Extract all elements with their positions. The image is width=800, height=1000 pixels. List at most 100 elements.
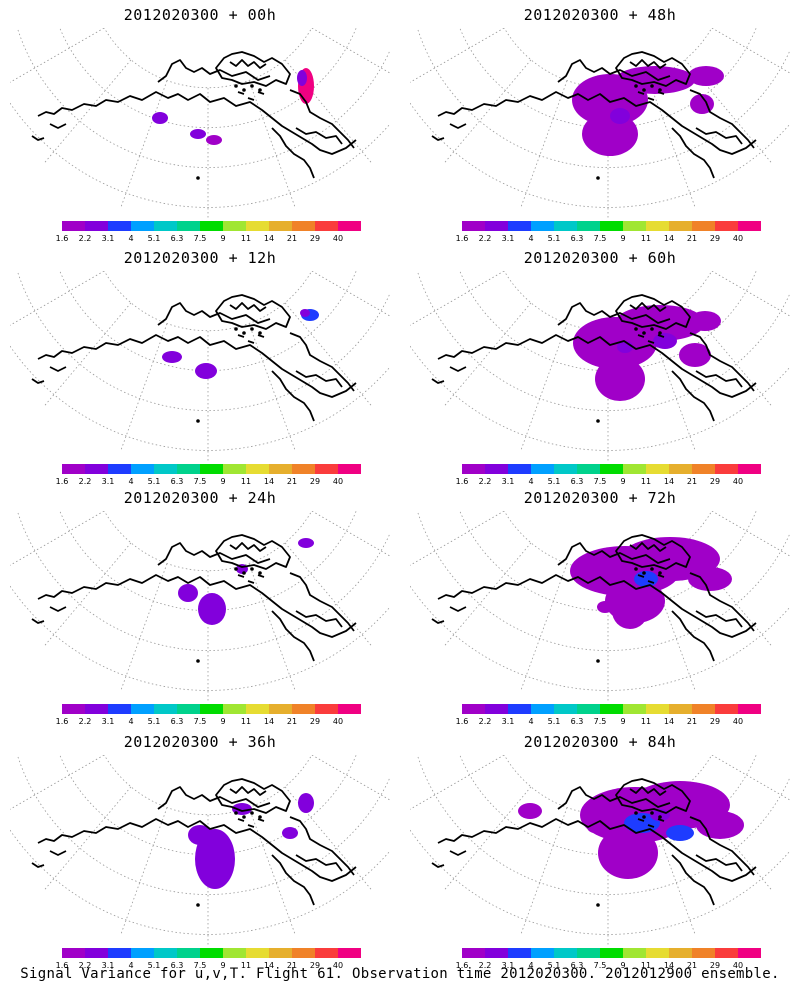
island xyxy=(196,903,200,907)
coastline xyxy=(229,302,267,312)
colorbar-swatch xyxy=(646,948,669,958)
colorbar-tick-label: 9 xyxy=(620,234,625,243)
colorbar-swatch xyxy=(508,221,531,231)
island xyxy=(596,419,600,423)
colorbar-swatch xyxy=(131,704,154,714)
colorbar-swatch xyxy=(338,221,361,231)
meridian-line xyxy=(43,59,132,164)
coastline xyxy=(247,824,255,828)
variance-shading xyxy=(188,793,314,889)
island xyxy=(242,571,246,575)
colorbar-tick-label: 5.1 xyxy=(548,717,561,726)
colorbar-swatch xyxy=(269,464,292,474)
coastline xyxy=(449,606,467,612)
colorbar-tick-label: 11 xyxy=(241,234,251,243)
coastline xyxy=(629,542,667,552)
coastline xyxy=(257,818,265,822)
colorbar-tick-label: 2.2 xyxy=(479,234,492,243)
colorbar-tick-label: 6.3 xyxy=(171,717,184,726)
coastlines xyxy=(431,534,757,663)
island xyxy=(642,88,646,92)
island xyxy=(596,903,600,907)
coastline xyxy=(247,580,255,584)
colorbar-swatch xyxy=(85,948,108,958)
polar-map xyxy=(10,511,390,701)
island xyxy=(658,815,662,819)
coastline xyxy=(437,91,757,155)
colorbar-tick-label: 1.6 xyxy=(456,477,469,486)
coastline xyxy=(657,574,665,578)
colorbar-tick-label: 9 xyxy=(220,961,225,970)
variance-shading xyxy=(573,305,721,401)
island xyxy=(258,88,262,92)
island xyxy=(658,331,662,335)
coastline xyxy=(49,850,67,856)
island xyxy=(234,327,238,331)
colorbar-tick-labels: 1.6 2.2 3.1 4 5.1 6.3 7.5 9 11 14 21 29 40 xyxy=(56,477,343,486)
colorbar: 1.6 2.2 3.1 4 5.1 6.3 7.5 9 11 14 21 29 40 xyxy=(456,704,761,726)
colorbar: 1.6 2.2 3.1 4 5.1 6.3 7.5 9 11 14 21 29 40 xyxy=(456,464,761,486)
variance-shading xyxy=(570,537,732,629)
coastline xyxy=(31,378,45,384)
coastline xyxy=(37,574,357,638)
colorbar-swatch xyxy=(715,704,738,714)
coastline xyxy=(629,302,667,312)
colorbar-tick-label: 9 xyxy=(620,477,625,486)
coastline xyxy=(229,59,267,69)
meridian-line xyxy=(248,323,296,451)
variance-shading xyxy=(178,538,314,625)
meridian-line xyxy=(711,271,790,317)
polar-map xyxy=(10,755,390,945)
coastlines xyxy=(431,294,757,423)
island xyxy=(634,327,638,331)
meridian-line xyxy=(120,563,168,691)
coastline xyxy=(49,123,67,129)
colorbar-swatch xyxy=(223,704,246,714)
colorbar-tick-label: 2.2 xyxy=(479,477,492,486)
island xyxy=(596,659,600,663)
coastline xyxy=(637,334,645,338)
coastline xyxy=(215,534,291,570)
meridian-line xyxy=(520,563,568,691)
coastline xyxy=(689,816,755,876)
island xyxy=(658,88,662,92)
coastline xyxy=(671,610,715,662)
coastline xyxy=(437,818,757,882)
meridian-line xyxy=(10,755,105,810)
latitude-circle xyxy=(417,756,790,895)
polar-map xyxy=(410,28,790,218)
colorbar-swatch xyxy=(738,948,761,958)
coastline xyxy=(37,818,357,882)
colorbar-tick-labels: 1.6 2.2 3.1 4 5.1 6.3 7.5 9 11 14 21 29 40 xyxy=(456,234,743,243)
island xyxy=(258,571,262,575)
variance-contour-fill xyxy=(597,601,613,613)
coastline xyxy=(695,854,743,872)
coastline xyxy=(157,786,271,810)
colorbar-tick-label: 3.1 xyxy=(102,234,115,243)
variance-contour-fill xyxy=(688,567,732,591)
variance-contour-fill xyxy=(298,793,314,813)
colorbar-swatch xyxy=(131,948,154,958)
variance-contour-fill xyxy=(587,821,603,833)
colorbar-swatch xyxy=(177,948,200,958)
colorbar-swatch xyxy=(715,464,738,474)
colorbar-tick-label: 6.3 xyxy=(571,234,584,243)
coastline xyxy=(557,542,671,566)
island xyxy=(650,811,654,815)
latitude-circle xyxy=(410,102,790,208)
meridian-line xyxy=(443,542,532,647)
coastline xyxy=(49,606,67,612)
coastlines xyxy=(431,51,757,180)
colorbar-tick-label: 5.1 xyxy=(148,477,161,486)
colorbar-tick-label: 9 xyxy=(220,717,225,726)
coastline xyxy=(615,51,691,87)
colorbar-tick-label: 21 xyxy=(687,717,697,726)
variance-contour-fill xyxy=(190,129,206,139)
colorbar-swatch xyxy=(692,221,715,231)
colorbar-swatch xyxy=(223,464,246,474)
meridian-line xyxy=(10,28,105,83)
coastline xyxy=(695,370,743,388)
colorbar-tick-label: 11 xyxy=(241,477,251,486)
coastline xyxy=(31,618,45,624)
colorbar-swatch xyxy=(646,704,669,714)
